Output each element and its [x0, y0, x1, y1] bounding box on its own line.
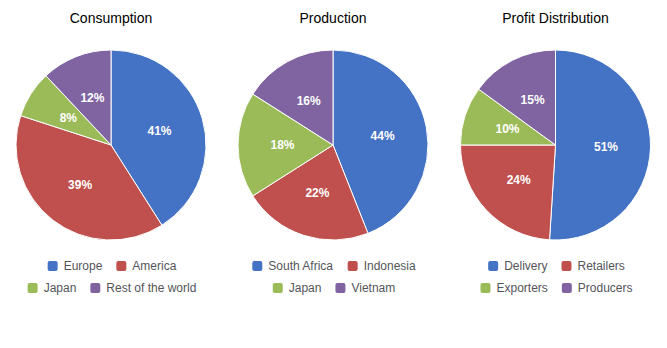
svg-text:41%: 41% — [147, 124, 171, 138]
svg-text:South Africa: South Africa — [268, 259, 333, 273]
svg-text:44%: 44% — [371, 129, 395, 143]
svg-text:Japan: Japan — [44, 281, 77, 295]
svg-text:Japan: Japan — [289, 281, 322, 295]
svg-text:16%: 16% — [297, 94, 321, 108]
svg-text:Delivery: Delivery — [504, 259, 547, 273]
svg-text:24%: 24% — [507, 173, 531, 187]
svg-text:18%: 18% — [270, 138, 294, 152]
svg-text:39%: 39% — [68, 178, 92, 192]
svg-text:51%: 51% — [594, 140, 618, 154]
svg-text:Indonesia: Indonesia — [364, 259, 416, 273]
svg-text:Exporters: Exporters — [496, 281, 547, 295]
svg-text:12%: 12% — [80, 91, 104, 105]
svg-text:Profit Distribution: Profit Distribution — [502, 10, 609, 26]
svg-text:Producers: Producers — [578, 281, 633, 295]
svg-text:Vietnam: Vietnam — [351, 281, 395, 295]
svg-text:Rest of the world: Rest of the world — [106, 281, 196, 295]
svg-text:22%: 22% — [305, 186, 329, 200]
svg-text:America: America — [132, 259, 176, 273]
svg-text:Consumption: Consumption — [70, 10, 153, 26]
svg-text:10%: 10% — [495, 122, 519, 136]
svg-text:Retailers: Retailers — [577, 259, 624, 273]
svg-text:8%: 8% — [60, 111, 78, 125]
svg-text:Production: Production — [300, 10, 367, 26]
svg-text:15%: 15% — [521, 93, 545, 107]
svg-text:Europe: Europe — [64, 259, 103, 273]
